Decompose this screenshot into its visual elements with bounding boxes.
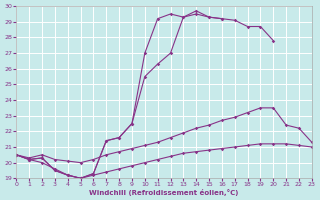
X-axis label: Windchill (Refroidissement éolien,°C): Windchill (Refroidissement éolien,°C) (89, 189, 239, 196)
